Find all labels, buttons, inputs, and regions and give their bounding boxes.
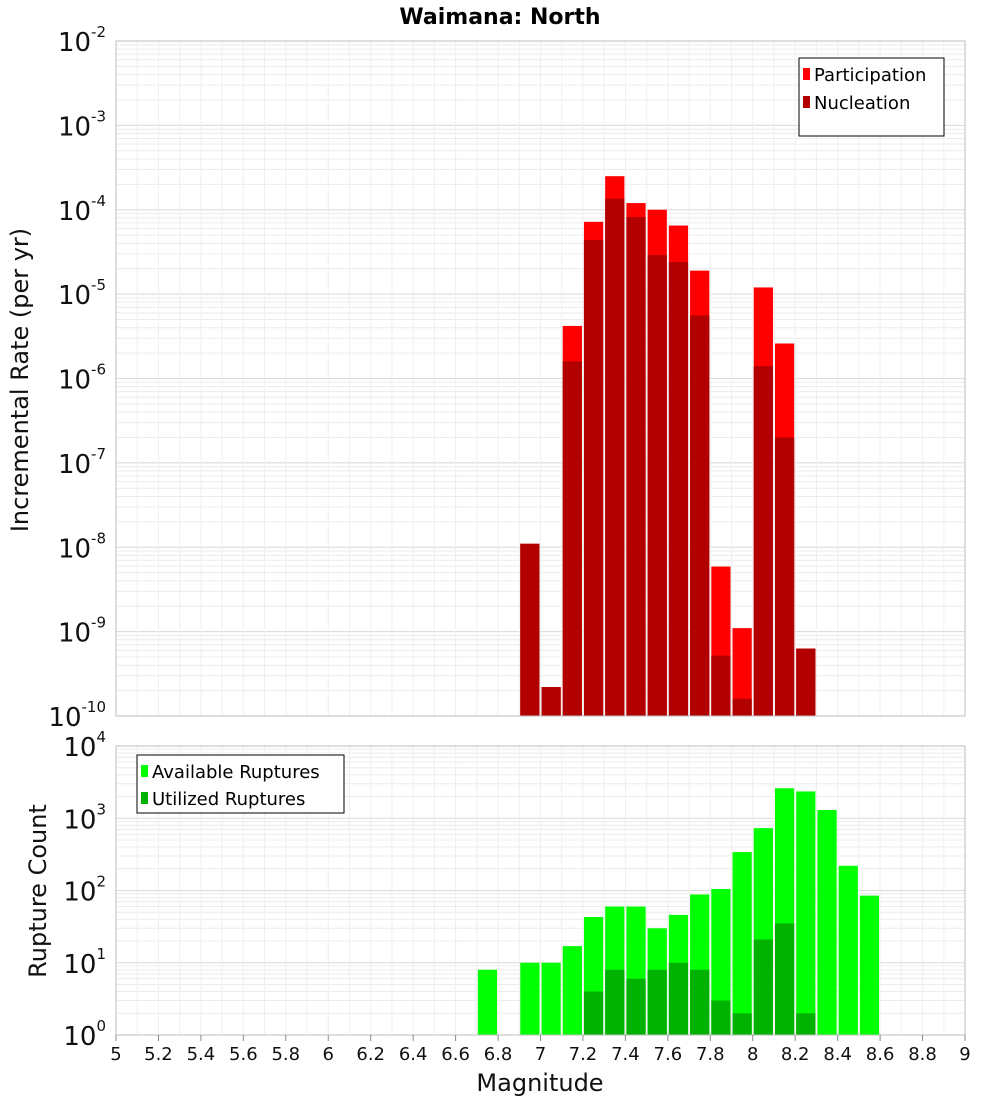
legend-swatch <box>803 68 810 80</box>
bar <box>774 923 795 1035</box>
x-tick-label: 8 <box>747 1044 758 1065</box>
panel-rate: 10-2 10-3 10-4 10-5 10-6 10-7 10-8 10-9 10-10 Par… <box>48 23 966 733</box>
x-tick-label: 8.2 <box>781 1044 810 1065</box>
bar <box>711 655 731 716</box>
y-tick-label: 10-8 <box>58 529 106 564</box>
bar <box>562 946 582 1035</box>
bar <box>562 361 582 716</box>
top-y-axis-label: Incremental Rate (per yr) <box>6 228 34 532</box>
x-tick-label: 6.8 <box>484 1044 513 1065</box>
bar <box>859 895 880 1035</box>
bar <box>796 1013 816 1035</box>
bar <box>753 366 773 716</box>
x-axis-label: Magnitude <box>476 1069 603 1097</box>
bar <box>583 239 604 716</box>
x-tick-label: 5.2 <box>144 1044 173 1065</box>
bar <box>647 255 667 716</box>
legend-swatch <box>141 792 148 804</box>
bar <box>732 852 752 1035</box>
legend-box <box>798 57 945 137</box>
bar <box>605 969 625 1035</box>
x-tick-label: 6.6 <box>441 1044 470 1065</box>
bar <box>711 1000 731 1035</box>
legend-box <box>136 754 345 814</box>
bar <box>477 969 498 1035</box>
y-tick-label: 102 <box>63 873 106 908</box>
y-tick-label: 10-3 <box>58 107 106 142</box>
x-tick-label: 6 <box>323 1044 334 1065</box>
bar <box>520 543 540 716</box>
chart-title: Waimana: North <box>399 5 600 30</box>
y-tick-label: 10-2 <box>58 23 106 58</box>
bar <box>647 969 667 1035</box>
y-tick-label: 10-9 <box>58 614 106 649</box>
y-tick-label: 103 <box>63 800 106 835</box>
x-tick-label: 7.4 <box>611 1044 640 1065</box>
x-tick-label: 5.8 <box>271 1044 300 1065</box>
plot-frame <box>115 40 966 717</box>
y-tick-label: 10-4 <box>58 192 106 227</box>
bar <box>626 217 646 716</box>
x-axis-ticks: 5 5.2 5.4 5.6 5.8 6 6.2 6.4 6.6 6.8 7 7.2 7.4 7.6 7.8 8… <box>110 1035 971 1065</box>
bar <box>668 962 689 1035</box>
x-tick-label: 6.2 <box>356 1044 385 1065</box>
legend-label: Utilized Ruptures <box>152 789 305 810</box>
bar <box>732 628 752 716</box>
bar <box>796 791 816 1035</box>
bar <box>690 969 710 1035</box>
x-tick-label: 5 <box>110 1044 121 1065</box>
x-tick-label: 5.4 <box>187 1044 216 1065</box>
x-tick-label: 7.8 <box>696 1044 725 1065</box>
bar <box>668 262 689 716</box>
y-tick-label: 10-7 <box>58 445 106 480</box>
bar <box>605 198 625 717</box>
x-tick-label: 7 <box>535 1044 546 1065</box>
y-tick-label: 10-5 <box>58 276 106 311</box>
grid <box>115 40 966 717</box>
bar <box>796 648 816 716</box>
bar <box>690 315 710 716</box>
y-tick-label: 100 <box>63 1017 106 1052</box>
bar <box>817 810 837 1035</box>
bar <box>774 437 795 716</box>
bar <box>732 1013 752 1035</box>
legend: Participation Nucleation <box>798 57 945 137</box>
x-tick-label: 7.2 <box>569 1044 598 1065</box>
y-tick-label: 10-10 <box>48 698 106 733</box>
x-tick-label: 6.4 <box>399 1044 428 1065</box>
x-tick-label: 8.6 <box>866 1044 895 1065</box>
x-tick-label: 9 <box>959 1044 970 1065</box>
legend-label: Participation <box>814 65 926 86</box>
x-tick-label: 5.6 <box>229 1044 258 1065</box>
bar <box>541 687 561 716</box>
x-tick-label: 7.6 <box>654 1044 683 1065</box>
bar <box>711 888 731 1035</box>
series-nucleation <box>520 198 816 717</box>
legend-label: Available Ruptures <box>152 762 320 783</box>
bar <box>838 865 858 1035</box>
bar <box>541 962 561 1035</box>
bar <box>753 939 773 1035</box>
bar <box>520 962 540 1035</box>
panel-rupture-count: 104 103 102 101 100 Available Ruptures Utilize… <box>63 728 966 1052</box>
x-tick-label: 8.4 <box>823 1044 852 1065</box>
bar <box>583 991 604 1035</box>
legend: Available Ruptures Utilized Ruptures <box>136 754 345 814</box>
y-tick-label: 10-6 <box>58 361 106 396</box>
y-tick-label: 101 <box>63 945 106 980</box>
bar <box>732 698 752 716</box>
bar <box>626 978 646 1035</box>
y-tick-label: 104 <box>63 728 106 763</box>
legend-label: Nucleation <box>814 93 910 114</box>
legend-swatch <box>141 765 148 777</box>
x-tick-label: 8.8 <box>908 1044 937 1065</box>
legend-swatch <box>803 96 810 108</box>
series-utilized-ruptures <box>583 923 816 1035</box>
bottom-y-axis-label: Rupture Count <box>24 804 52 978</box>
